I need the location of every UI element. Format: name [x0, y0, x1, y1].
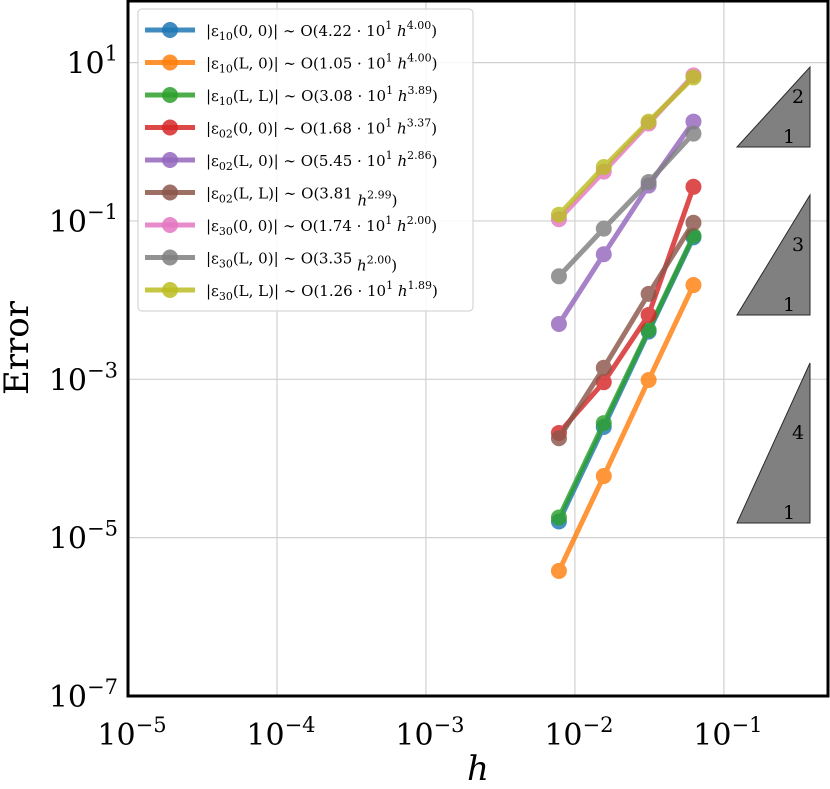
data-point: [685, 178, 702, 195]
series-6: [550, 214, 702, 447]
data-point: [640, 321, 657, 338]
x-axis-label: h: [467, 749, 489, 789]
legend-label: |ε30(0, 0)| ∼ O(1.74 · 101 h2.00): [206, 214, 437, 238]
data-point: [550, 430, 567, 447]
legend-item: |ε30(L, L)| ∼ O(1.26 · 101 h1.89): [145, 279, 438, 303]
legend-swatch-marker: [162, 22, 178, 38]
legend-swatch-marker: [162, 54, 178, 71]
legend-item: |ε30(L, 0)| ∼ O(3.35 h2.00): [145, 249, 397, 275]
data-series: [550, 67, 702, 579]
data-point: [685, 277, 702, 294]
slope-triangle: [736, 193, 811, 316]
data-point: [595, 246, 612, 263]
y-tick-label: 101: [66, 42, 118, 82]
legend-item: |ε02(0, 0)| ∼ O(1.68 · 101 h3.37): [145, 117, 437, 141]
legend-label: |ε10(L, 0)| ∼ O(1.05 · 101 h4.00): [206, 52, 437, 76]
data-point: [640, 371, 657, 388]
series-line: [556, 221, 696, 440]
legend-label: |ε02(L, 0)| ∼ O(5.45 · 101 h2.86): [206, 149, 437, 173]
legend-item: |ε30(0, 0)| ∼ O(1.74 · 101 h2.00): [145, 214, 437, 238]
legend-label: |ε30(L, L)| ∼ O(1.26 · 101 h1.89): [206, 279, 438, 303]
series-line: [557, 131, 696, 279]
legend-label: |ε30(L, 0)| ∼ O(3.35 h2.00): [206, 250, 397, 275]
data-point: [550, 315, 567, 332]
slope-triangle: [736, 362, 811, 524]
legend-swatch-marker: [162, 282, 178, 298]
legend-label: |ε02(L, L)| ∼ O(3.81 h2.99): [206, 185, 398, 210]
y-axis-label: Error: [0, 300, 37, 395]
data-point: [595, 415, 612, 432]
legend-swatch-marker: [162, 249, 178, 266]
legend-item: |ε10(L, L)| ∼ O(3.08 · 101 h3.89): [145, 84, 438, 108]
slope-rise-label: 4: [792, 422, 804, 444]
legend-swatch-marker: [162, 217, 178, 233]
slope-rise-label: 3: [792, 234, 804, 256]
legend-item: |ε10(L, 0)| ∼ O(1.05 · 101 h4.00): [145, 52, 437, 76]
data-point: [685, 113, 702, 130]
data-point: [640, 174, 657, 191]
legend-label: |ε10(0, 0)| ∼ O(4.22 · 101 h4.00): [206, 19, 437, 43]
series-line: [556, 120, 696, 326]
y-tick-label: 10−3: [49, 358, 118, 398]
x-tick-label: 10−1: [693, 713, 762, 753]
data-point: [550, 509, 567, 526]
data-point: [595, 220, 612, 237]
x-tick-label: 10−2: [544, 713, 613, 753]
y-tick-label: 10−1: [49, 200, 118, 240]
slope-triangle: [735, 65, 811, 148]
plot-frame: [126, 0, 830, 698]
legend-swatch-marker: [162, 152, 178, 168]
data-point: [640, 113, 657, 130]
series-line: [556, 283, 696, 572]
x-tick-label: 10−4: [246, 713, 315, 753]
legend-swatch-marker: [162, 87, 178, 103]
series-line: [557, 75, 696, 217]
data-point: [595, 468, 612, 485]
data-point: [685, 125, 702, 142]
y-tick-label: 10−7: [49, 675, 118, 715]
x-tick-label: 10−3: [395, 713, 464, 753]
data-point: [550, 268, 567, 285]
legend-item: |ε02(L, L)| ∼ O(3.81 h2.99): [145, 184, 398, 210]
data-point: [550, 206, 567, 223]
data-point: [550, 562, 567, 579]
legend-box: [137, 8, 474, 312]
slope-run-label: 1: [783, 502, 795, 524]
slope-run-label: 1: [783, 126, 795, 148]
legend-item: |ε10(0, 0)| ∼ O(4.22 · 101 h4.00): [145, 19, 437, 43]
legend-label: |ε02(0, 0)| ∼ O(1.68 · 101 h3.37): [206, 117, 437, 141]
y-tick-label: 10−5: [49, 517, 118, 557]
data-point: [595, 159, 612, 176]
y-tick-labels: 10−7 10−5 10−3 10−1 101: [49, 42, 118, 715]
data-point: [685, 69, 702, 86]
legend: |ε10(0, 0)| ∼ O(4.22 · 101 h4.00) |ε10(L,…: [137, 8, 474, 312]
series-8: [550, 125, 702, 285]
legend-label: |ε10(L, L)| ∼ O(3.08 · 101 h3.89): [206, 84, 438, 108]
data-point: [640, 285, 657, 302]
data-point: [685, 214, 702, 231]
data-point: [595, 359, 612, 376]
x-tick-label: 10−5: [97, 713, 166, 753]
legend-item: |ε02(L, 0)| ∼ O(5.45 · 101 h2.86): [145, 149, 437, 173]
slope-triangles: 2 1 3 1 4 1: [735, 65, 811, 524]
legend-swatch-marker: [162, 119, 178, 136]
series-2: [550, 277, 702, 579]
legend-swatch-marker: [162, 184, 178, 201]
x-tick-labels: 10−5 10−4 10−3 10−2 10−1: [97, 713, 762, 753]
series-line: [556, 234, 696, 519]
slope-run-label: 1: [783, 294, 795, 316]
series-9: [550, 69, 702, 223]
data-point: [640, 306, 657, 323]
slope-rise-label: 2: [792, 86, 804, 108]
